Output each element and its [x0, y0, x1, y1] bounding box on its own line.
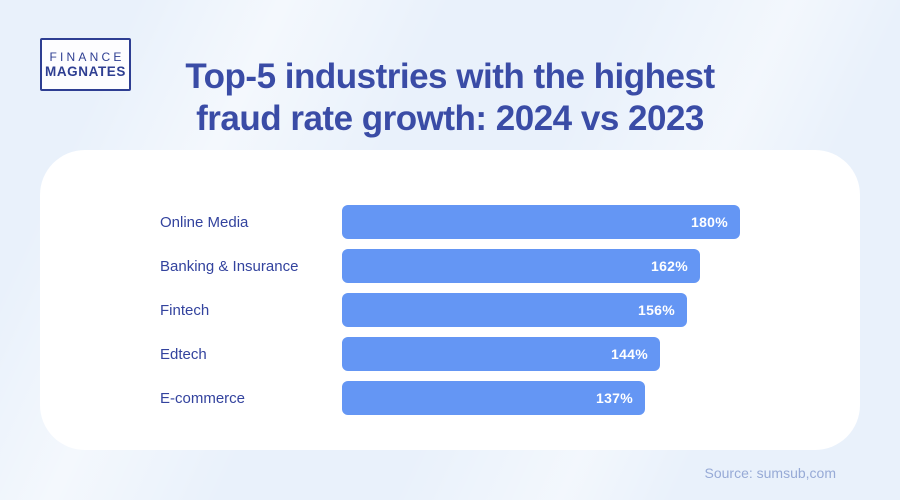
category-label: Fintech — [160, 301, 210, 319]
category-label: Online Media — [160, 213, 249, 231]
chart-row-fintech: Fintech 156% — [40, 293, 860, 327]
chart-card: Online Media 180% Banking & Insurance 16… — [40, 150, 860, 450]
chart-title-line1: Top-5 industries with the highest — [185, 57, 715, 96]
bar-value-label: 144% — [610, 346, 648, 362]
bar-value-label: 156% — [637, 302, 675, 318]
chart-row-online-media: Online Media 180% — [40, 205, 860, 239]
bar-value-label: 180% — [690, 214, 728, 230]
category-label: Edtech — [160, 345, 207, 363]
bar-ecommerce: 137% — [342, 381, 645, 415]
bar-value-label: 162% — [650, 258, 688, 274]
category-label: Banking & Insurance — [160, 257, 299, 275]
category-label: E-commerce — [160, 389, 246, 407]
bar-chart: Online Media 180% Banking & Insurance 16… — [40, 205, 860, 415]
chart-row-edtech: Edtech 144% — [40, 337, 860, 371]
bar-value-label: 137% — [595, 390, 633, 406]
chart-title: Top-5 industries with the highest fraud … — [0, 56, 900, 140]
chart-row-banking-insurance: Banking & Insurance 162% — [40, 249, 860, 283]
chart-title-line2: fraud rate growth: 2024 vs 2023 — [196, 99, 704, 138]
logo-text-magnates: MAGNATES — [44, 64, 127, 79]
finance-magnates-logo: FINANCE MAGNATES — [40, 38, 131, 91]
bar-fintech: 156% — [342, 293, 687, 327]
bar-online-media: 180% — [342, 205, 740, 239]
logo-text-finance: FINANCE — [49, 50, 125, 64]
source-attribution: Source: sumsub,com — [704, 465, 837, 481]
bar-banking-insurance: 162% — [342, 249, 700, 283]
chart-row-ecommerce: E-commerce 137% — [40, 381, 860, 415]
bar-edtech: 144% — [342, 337, 660, 371]
